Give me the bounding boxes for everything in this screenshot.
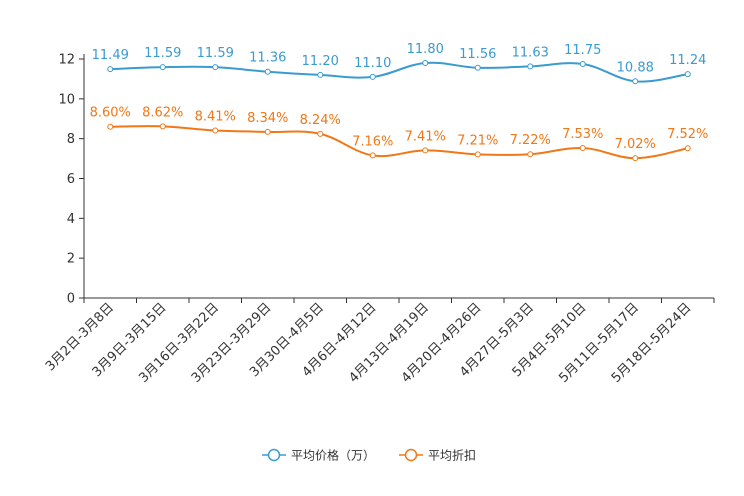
data-label: 11.59	[197, 46, 234, 61]
legend[interactable]: 平均价格（万） 平均折扣	[262, 448, 476, 463]
legend-item-avg-discount[interactable]: 平均折扣	[399, 448, 476, 463]
data-point	[159, 64, 166, 71]
legend-marker-icon	[267, 448, 281, 462]
data-point	[527, 63, 534, 70]
data-point	[212, 127, 219, 134]
legend-label: 平均折扣	[428, 448, 476, 463]
data-point	[264, 68, 271, 75]
data-label: 11.36	[249, 51, 286, 66]
data-label: 7.53%	[562, 127, 603, 142]
series-line	[110, 61, 688, 83]
data-label: 11.56	[459, 47, 496, 62]
data-label: 11.24	[669, 53, 706, 68]
data-point	[317, 130, 324, 137]
data-label: 7.16%	[352, 134, 393, 149]
data-point	[632, 155, 639, 162]
data-point	[369, 73, 376, 80]
data-label: 11.75	[564, 43, 601, 58]
data-label: 7.02%	[615, 137, 656, 152]
y-tick-label: 10	[58, 92, 75, 107]
series-line	[110, 125, 688, 160]
y-tick-label: 8	[67, 132, 75, 147]
data-label: 8.41%	[195, 110, 236, 125]
data-point	[474, 151, 481, 158]
data-point	[369, 152, 376, 159]
y-tick-label: 2	[67, 252, 75, 267]
series-avg-price: 11.49 11.59 11.59 11.36 11.20 11.10 11.80 11.56…	[92, 42, 706, 85]
data-point	[159, 123, 166, 130]
series-avg-discount: 8.60% 8.62% 8.41% 8.34% 8.24% 7.16% 7.41% 7.21%…	[90, 105, 708, 162]
data-label: 7.21%	[457, 133, 498, 148]
data-point	[632, 78, 639, 85]
y-tick-label: 6	[67, 172, 75, 187]
data-point	[107, 123, 114, 130]
data-label: 7.22%	[510, 133, 551, 148]
legend-marker-icon	[404, 448, 418, 462]
data-point	[422, 59, 429, 66]
y-tick-label: 12	[58, 53, 75, 68]
data-label: 11.49	[92, 48, 129, 63]
data-label: 10.88	[617, 60, 654, 75]
axes: 0 2 4 6 8 10 12	[58, 53, 715, 307]
series-layer: 11.49 11.59 11.59 11.36 11.20 11.10 11.80 11.56…	[90, 42, 708, 162]
data-point	[317, 71, 324, 78]
data-point	[684, 71, 691, 78]
data-label: 11.63	[512, 45, 549, 60]
data-label: 11.20	[302, 54, 339, 69]
data-label: 11.10	[354, 56, 391, 71]
data-point	[107, 66, 114, 73]
data-point	[527, 151, 534, 158]
legend-item-avg-price[interactable]: 平均价格（万）	[262, 448, 375, 463]
data-label: 8.34%	[247, 111, 288, 126]
data-point	[422, 147, 429, 154]
y-tick-label: 0	[67, 292, 75, 307]
data-point	[474, 64, 481, 71]
data-label: 8.62%	[142, 105, 183, 120]
legend-label: 平均价格（万）	[291, 448, 375, 463]
data-point	[579, 145, 586, 152]
data-point	[684, 145, 691, 152]
data-label: 8.60%	[90, 106, 131, 121]
y-tick-label: 4	[67, 212, 75, 227]
data-point	[212, 64, 219, 71]
data-label: 7.52%	[667, 127, 708, 142]
data-point	[579, 60, 586, 67]
data-label: 7.41%	[405, 129, 446, 144]
data-label: 11.80	[407, 42, 444, 57]
x-tick-labels: 3月2日-3月8日3月9日-3月15日3月16日-3月22日3月23日-3月29…	[43, 300, 695, 386]
data-label: 11.59	[144, 46, 181, 61]
data-point	[264, 128, 271, 135]
data-label: 8.24%	[300, 113, 341, 128]
